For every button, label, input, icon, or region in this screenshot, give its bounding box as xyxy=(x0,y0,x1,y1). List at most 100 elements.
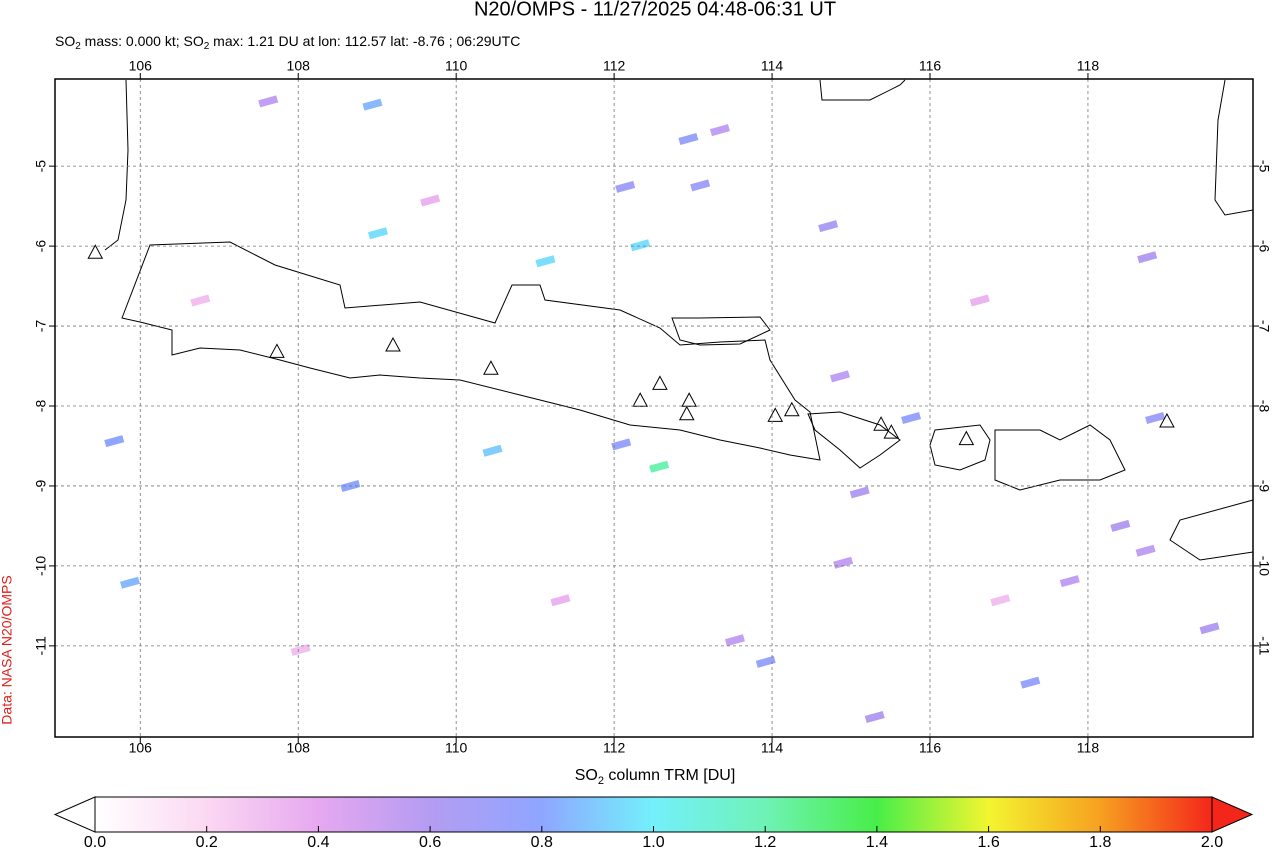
so2-pixel xyxy=(615,180,636,193)
so2-pixel xyxy=(755,655,776,668)
coastline xyxy=(994,424,1126,491)
y-tick-label: -6 xyxy=(33,240,49,253)
so2-pixel xyxy=(190,294,211,307)
so2-pixel xyxy=(829,370,850,383)
coastline xyxy=(1169,499,1254,561)
subtitle: SO2 mass: 0.000 kt; SO2 max: 1.21 DU at … xyxy=(55,33,520,52)
volcano xyxy=(87,244,104,259)
so2-pixel xyxy=(120,576,141,589)
volcano xyxy=(1159,412,1175,428)
colorbar-tick-label: 1.0 xyxy=(642,834,664,851)
x-tick-label: 108 xyxy=(287,740,311,756)
so2-pixel xyxy=(969,294,990,307)
coastline xyxy=(929,424,991,471)
so2-pixel xyxy=(362,98,383,111)
volcano xyxy=(632,392,649,407)
axes: 106 106 108 108 110 110 112 112 114 114 116 116 118 1… xyxy=(33,58,1272,756)
volcano xyxy=(483,360,499,375)
colorbar-tick-label: 0.2 xyxy=(196,834,218,851)
y-tick-label: -10 xyxy=(33,556,49,576)
pixel-layer xyxy=(104,95,1220,724)
so2-pixel xyxy=(1059,575,1080,588)
coastline xyxy=(121,241,821,461)
x-tick-label: 110 xyxy=(445,58,468,74)
y-tick-label: -7 xyxy=(33,320,49,333)
y-tick-label: -5 xyxy=(33,160,49,173)
subtitle-part: 2 xyxy=(204,41,210,52)
so2-pixel xyxy=(990,594,1011,607)
so2-pixel xyxy=(550,594,571,607)
so2-pixel xyxy=(1110,519,1131,532)
y-tick-label: -5 xyxy=(1256,160,1272,173)
source-label: Data: NASA N20/OMPS xyxy=(0,575,15,724)
y-tick-label: -8 xyxy=(1256,400,1272,413)
so2-pixel xyxy=(290,643,311,656)
so2-pixel xyxy=(864,711,885,724)
colorbar-tick-label: 1.2 xyxy=(754,834,776,851)
volcano xyxy=(678,405,695,421)
subtitle-part: max: 1.21 DU at lon: 112.57 lat: -8.76 ;… xyxy=(209,33,520,49)
coastline xyxy=(104,79,129,251)
volcano xyxy=(767,407,784,422)
colorbar-label-part: 2 xyxy=(598,775,604,787)
so2-pixel xyxy=(690,179,711,192)
x-tick-label: 118 xyxy=(1077,58,1100,74)
y-tick-label: -9 xyxy=(33,480,49,493)
colorbar-tick-label: 0.4 xyxy=(307,834,329,851)
x-tick-label: 114 xyxy=(761,58,784,74)
colorbar-label-part: column TRM [DU] xyxy=(604,767,735,784)
so2-pixel xyxy=(1199,622,1220,635)
colorbar-tick-label: 0.6 xyxy=(419,834,441,851)
volcano xyxy=(873,416,889,431)
so2-pixel xyxy=(258,95,279,108)
volcano xyxy=(883,424,900,439)
colorbar-tick-label: 1.4 xyxy=(866,834,888,851)
so2-pixel xyxy=(649,460,670,473)
colorbar-high-end xyxy=(1211,796,1254,833)
y-tick-label: -7 xyxy=(1256,320,1272,333)
colorbar: 0.0 0.2 0.4 0.6 0.8 1.0 1.2 1.4 1.6 1.8 2.0 xyxy=(53,796,1254,851)
coastline xyxy=(807,411,901,469)
so2-pixel xyxy=(833,556,854,569)
volcano-layer xyxy=(87,244,1175,446)
so2-pixel xyxy=(709,124,730,137)
so2-pixel xyxy=(849,486,870,499)
volcano xyxy=(385,336,401,352)
so2-pixel xyxy=(901,411,922,424)
x-tick-label: 114 xyxy=(761,740,784,756)
colorbar-label-part: SO xyxy=(575,767,598,784)
so2-pixel xyxy=(678,132,699,145)
x-tick-label: 106 xyxy=(129,740,153,756)
x-tick-label: 116 xyxy=(919,740,942,756)
so2-pixel xyxy=(420,194,441,207)
colorbar-tick-label: 0.8 xyxy=(531,834,553,851)
title: N20/OMPS - 11/27/2025 04:48-06:31 UT xyxy=(474,0,836,20)
coastlines xyxy=(104,79,1254,561)
volcano xyxy=(652,375,668,390)
y-tick-label: -9 xyxy=(1256,480,1272,493)
colorbar-tick-label: 1.6 xyxy=(977,834,999,851)
so2-pixel xyxy=(104,435,125,448)
y-tick-label: -10 xyxy=(1256,556,1272,576)
y-tick-label: -8 xyxy=(33,400,49,413)
colorbar-tick-label: 1.8 xyxy=(1089,834,1111,851)
colorbar-tick-label: 2.0 xyxy=(1201,834,1223,851)
x-tick-label: 116 xyxy=(919,58,942,74)
subtitle-part: SO xyxy=(55,33,75,49)
so2-pixel xyxy=(482,444,503,457)
so2-pixel xyxy=(611,438,632,451)
so2-pixel xyxy=(367,227,388,240)
so2-pixel xyxy=(1137,251,1158,264)
so2-pixel xyxy=(818,220,839,233)
so2-pixel xyxy=(724,634,745,647)
colorbar-label: SO2 column TRM [DU] xyxy=(575,767,736,787)
x-tick-label: 118 xyxy=(1077,740,1100,756)
x-tick-label: 112 xyxy=(603,58,626,74)
y-tick-label: -6 xyxy=(1256,240,1272,253)
so2-pixel xyxy=(535,255,556,268)
subtitle-part: mass: 0.000 kt; SO xyxy=(81,33,204,49)
x-tick-label: 108 xyxy=(287,58,311,74)
so2-pixel xyxy=(630,239,651,252)
